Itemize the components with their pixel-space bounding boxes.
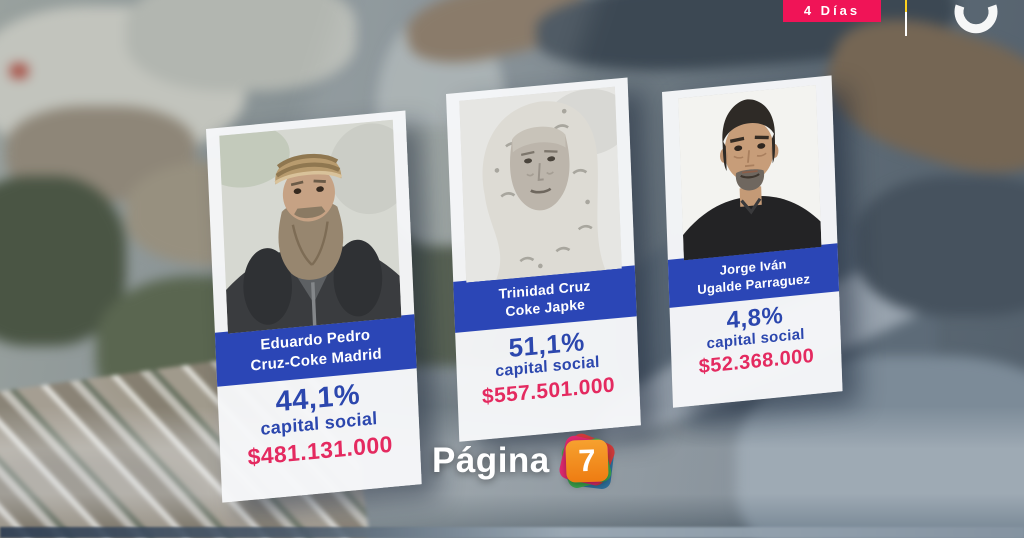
portrait-bearded-man-cap-photo (219, 119, 402, 334)
portrait-man-goatee-photo (678, 84, 822, 261)
background-blob (126, 0, 356, 91)
background-blob (856, 176, 1024, 316)
map-pin-line-icon (905, 0, 907, 36)
page-number-badge: 7 (557, 430, 618, 490)
page-label: Página (432, 441, 550, 480)
days-counter-badge: 4 Días (783, 0, 881, 22)
ownership-stats: 51,1% capital social $557.501.000 (455, 316, 640, 411)
ownership-stats: 44,1% capital social $481.131.000 (217, 368, 420, 473)
shareholder-card: Eduardo Pedro Cruz-Coke Madrid 44,1% cap… (206, 110, 422, 503)
page-indicator: Página 7 (432, 430, 618, 490)
portrait-woman-headscarf-photo (459, 86, 622, 283)
shareholder-card: Jorge Iván Ugalde Parraguez 4,8% capital… (662, 75, 843, 408)
ownership-stats: 4,8% capital social $52.368.000 (670, 292, 842, 383)
days-counter-label: 4 Días (803, 3, 861, 18)
background-blob (10, 64, 28, 78)
background-bottom-strip (0, 527, 1024, 538)
page-number: 7 (565, 439, 609, 483)
shareholder-card: Trinidad Cruz Coke Japke 51,1% capital s… (446, 77, 641, 442)
channel-watermark-arc-icon (954, 4, 998, 34)
